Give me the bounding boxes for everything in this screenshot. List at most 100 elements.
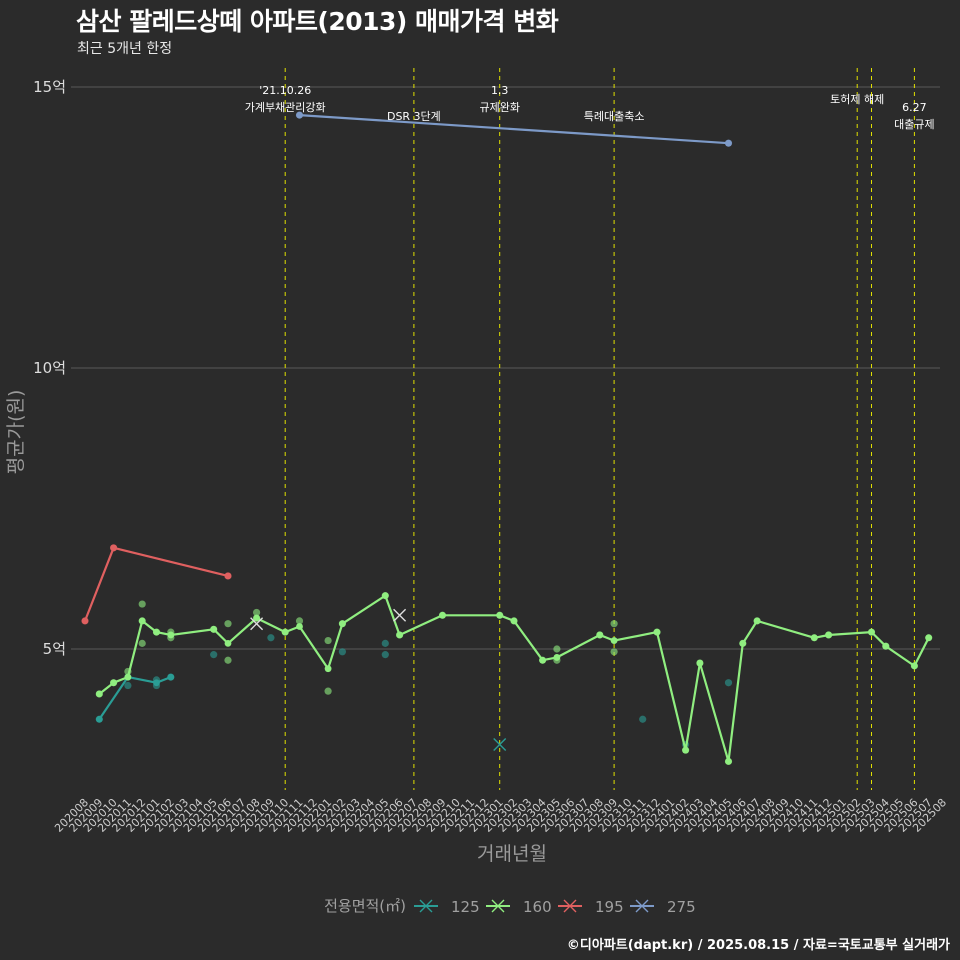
legend-title: 전용면적(㎡) <box>324 897 406 915</box>
line-point-160 <box>696 659 704 667</box>
series-line-125 <box>98 675 172 720</box>
event-name-label: DSR 3단계 <box>387 110 441 123</box>
legend-label-275[interactable]: 275 <box>667 898 696 916</box>
data-point-125 <box>639 715 647 723</box>
line-point-160 <box>725 758 732 765</box>
data-point-125 <box>338 648 346 656</box>
line-point-160 <box>124 673 132 681</box>
y-tick-label: 10억 <box>33 359 66 377</box>
line-point-160 <box>253 614 260 622</box>
line-point-160 <box>539 656 546 664</box>
data-point-160 <box>224 620 232 628</box>
data-point-160 <box>553 645 561 653</box>
legend-label-195[interactable]: 195 <box>595 898 624 916</box>
data-point-160 <box>138 639 146 647</box>
line-point-160 <box>381 592 389 600</box>
line-point-160 <box>339 620 346 628</box>
data-point-160 <box>610 648 618 656</box>
line-point-160 <box>110 679 117 687</box>
line-point-160 <box>653 628 661 636</box>
line-point-160 <box>753 617 761 625</box>
line-point-275 <box>725 139 732 147</box>
event-name-label: 가계부채관리강화 <box>245 101 326 114</box>
data-point-125 <box>267 634 275 642</box>
event-name-label: 토허제 해제 <box>830 92 884 106</box>
line-point-160 <box>496 611 504 619</box>
line-point-160 <box>167 631 175 639</box>
line-point-160 <box>553 654 561 661</box>
legend-key-marker-195[interactable] <box>563 899 577 913</box>
legend: 전용면적(㎡) 125 160 195 275 <box>324 897 696 916</box>
data-point-160 <box>324 687 332 695</box>
line-point-160 <box>281 628 289 636</box>
line-point-160 <box>682 746 689 754</box>
data-point-125 <box>381 651 389 659</box>
y-axis-ticks: 5억 10억 15억 <box>33 78 66 658</box>
event-name-label: 대출규제 <box>894 118 934 131</box>
series-line-275 <box>299 114 729 145</box>
line-point-195 <box>81 617 89 625</box>
line-point-195 <box>224 572 232 580</box>
series-group <box>81 111 933 766</box>
legend-key-marker-125[interactable] <box>419 899 433 913</box>
event-date-label: '21.10.26 <box>259 84 311 97</box>
x-axis-ticks: 2020082020092020102020112020122021012021… <box>52 796 949 835</box>
legend-key-marker-160[interactable] <box>491 899 505 913</box>
series-line-195 <box>83 546 229 622</box>
line-point-160 <box>510 617 518 625</box>
line-point-160 <box>138 617 146 625</box>
event-date-label: 1.3 <box>491 84 509 97</box>
data-point-160 <box>224 656 232 664</box>
line-point-275 <box>296 111 303 119</box>
line-point-160 <box>810 634 818 642</box>
line-point-160 <box>224 639 232 647</box>
data-point-125 <box>381 639 389 647</box>
line-point-160 <box>596 631 604 639</box>
line-point-160 <box>153 628 160 636</box>
line-point-125 <box>167 673 175 681</box>
line-point-160 <box>210 625 218 633</box>
line-point-160 <box>396 631 403 639</box>
line-point-160 <box>324 665 332 673</box>
line-point-160 <box>610 637 618 644</box>
y-tick-label: 15억 <box>33 78 66 96</box>
grid <box>71 86 940 650</box>
line-point-160 <box>882 642 890 650</box>
line-point-160 <box>825 631 832 639</box>
cancelled-marker <box>393 608 407 622</box>
chart-title: 삼산 팔레드상떼 아파트(2013) 매매가격 변화 <box>76 7 559 36</box>
data-point-160 <box>324 636 332 645</box>
series-line-160 <box>98 594 930 763</box>
line-point-160 <box>95 690 103 698</box>
data-point-160 <box>295 617 304 625</box>
y-tick-label: 5억 <box>43 640 66 658</box>
line-point-160 <box>868 628 875 636</box>
cancelled-marker <box>250 617 264 631</box>
chart-subtitle: 최근 5개년 한정 <box>77 41 173 57</box>
event-name-label: 규제완화 <box>479 101 519 114</box>
line-point-160 <box>739 639 747 647</box>
line-point-160 <box>911 662 918 670</box>
y-axis-title: 평균가(원) <box>5 390 27 475</box>
data-point-160 <box>610 620 618 628</box>
legend-key-marker-275[interactable] <box>635 899 649 913</box>
line-point-125 <box>95 715 103 723</box>
x-axis-title: 거래년월 <box>477 843 547 865</box>
data-point-160 <box>253 608 261 617</box>
cancelled-marker <box>493 738 507 752</box>
source-caption: ©디아파트(dapt.kr) / 2025.08.15 / 자료=국토교통부 실… <box>566 938 950 953</box>
data-point-125 <box>724 679 733 687</box>
line-point-160 <box>296 623 303 630</box>
event-date-label: 6.27 <box>902 101 927 114</box>
event-name-label: 특례대출축소 <box>584 110 645 123</box>
data-point-125 <box>210 651 218 659</box>
line-point-160 <box>925 634 933 642</box>
data-point-125 <box>124 681 132 690</box>
line-point-195 <box>110 544 117 552</box>
legend-label-125[interactable]: 125 <box>451 898 480 916</box>
legend-label-160[interactable]: 160 <box>523 898 552 916</box>
line-point-125 <box>153 679 160 687</box>
line-point-160 <box>439 611 446 619</box>
